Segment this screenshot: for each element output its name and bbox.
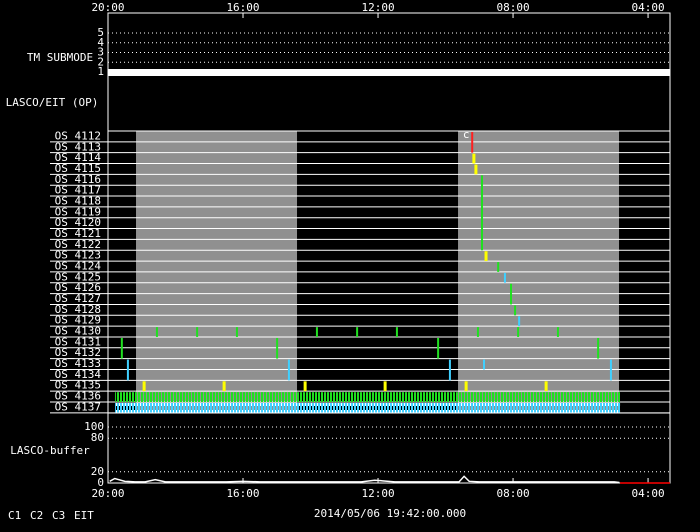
event-mark [222, 381, 226, 392]
buffer-tick-label: 100 [84, 420, 104, 433]
dense-band [115, 403, 621, 413]
row-label: OS_4113 [55, 140, 101, 153]
row-label: OS_4116 [55, 173, 101, 186]
row-label: OS_4115 [55, 162, 101, 175]
row-label: OS_4119 [55, 205, 101, 218]
row-label: OS_4134 [55, 368, 102, 381]
buffer-tick-label: 80 [91, 431, 104, 444]
row-label: OS_4125 [55, 270, 101, 283]
annotation: c [463, 128, 470, 141]
event-mark [126, 359, 129, 381]
event-mark [287, 359, 290, 381]
x-tick-label-top: 12:00 [361, 1, 394, 14]
row-label: OS_4129 [55, 314, 101, 327]
event-mark [480, 175, 483, 251]
event-mark [155, 327, 158, 337]
event-mark [142, 381, 146, 392]
row-label: OS_4123 [55, 249, 101, 262]
row-label: OS_4131 [55, 335, 101, 348]
event-mark [235, 327, 238, 337]
row-label: OS_4128 [55, 303, 101, 316]
event-mark [472, 153, 476, 164]
event-mark [437, 337, 440, 359]
event-mark [556, 327, 559, 337]
row-label: OS_4137 [55, 400, 101, 413]
row-label: OS_4135 [55, 379, 101, 392]
row-label: OS_4132 [55, 346, 101, 359]
event-mark [497, 262, 500, 272]
buffer-label: LASCO-buffer [10, 444, 90, 457]
event-mark [514, 305, 517, 316]
event-mark [484, 251, 488, 262]
event-mark [476, 327, 479, 337]
event-mark [315, 327, 318, 337]
legend-entry: C1 [8, 509, 21, 522]
x-tick-label-top: 20:00 [91, 1, 124, 14]
tm-tick-label: 4 [97, 36, 104, 49]
event-mark [276, 337, 279, 359]
legend-entry: C3 [52, 509, 65, 522]
row-label: OS_4117 [55, 184, 101, 197]
row-label: OS_4133 [55, 357, 101, 370]
buffer-tick-label: 0 [97, 476, 104, 489]
x-tick-label-top: 16:00 [226, 1, 259, 14]
row-label: OS_4127 [55, 292, 101, 305]
event-mark [395, 327, 398, 337]
row-label: OS_4121 [55, 227, 101, 240]
x-tick-label-bottom: 16:00 [226, 487, 259, 500]
tm-submode-label: TM SUBMODE [27, 51, 93, 64]
x-tick-label-bottom: 08:00 [496, 487, 529, 500]
x-tick-label-top: 04:00 [631, 1, 664, 14]
event-mark [464, 381, 468, 392]
row-label: OS_4130 [55, 325, 101, 338]
event-mark [510, 283, 513, 305]
event-mark [518, 316, 521, 327]
tm-tick-label: 3 [97, 46, 104, 59]
x-tick-label-bottom: 04:00 [631, 487, 664, 500]
buffer-tick-label: 20 [91, 465, 104, 478]
buffer-line [109, 475, 620, 484]
event-mark [120, 337, 123, 359]
row-label: OS_4112 [55, 129, 101, 142]
dense-band [115, 392, 621, 402]
row-label: OS_4136 [55, 390, 101, 403]
event-mark [356, 327, 359, 337]
event-mark [544, 381, 548, 392]
event-mark [471, 132, 474, 153]
x-tick-label-bottom: 20:00 [91, 487, 124, 500]
event-mark [196, 327, 199, 337]
tm-tick-label: 1 [97, 65, 104, 78]
x-tick-label-bottom: 12:00 [361, 487, 394, 500]
row-label: OS_4124 [55, 260, 102, 273]
event-mark [609, 359, 612, 381]
event-mark [303, 381, 307, 392]
row-label: OS_4114 [55, 151, 102, 164]
event-mark [503, 272, 506, 283]
tm-bar [108, 69, 670, 76]
event-mark [448, 359, 451, 381]
event-mark [474, 164, 478, 175]
row-label: OS_4118 [55, 194, 101, 207]
x-tick-label-top: 08:00 [496, 1, 529, 14]
date: 2014/05/06 19:42:00.000 [314, 507, 466, 520]
tm-tick-label: 2 [97, 55, 104, 68]
event-mark [383, 381, 387, 392]
event-mark [483, 359, 486, 370]
event-mark [597, 337, 600, 359]
row-label: OS_4120 [55, 216, 101, 229]
row-label: OS_4122 [55, 238, 101, 251]
legend-entry: EIT [74, 509, 94, 522]
event-mark [517, 327, 520, 337]
tm-tick-label: 5 [97, 26, 104, 39]
op-label: LASCO/EIT (OP) [6, 96, 99, 109]
row-label: OS_4126 [55, 281, 101, 294]
legend-entry: C2 [30, 509, 43, 522]
